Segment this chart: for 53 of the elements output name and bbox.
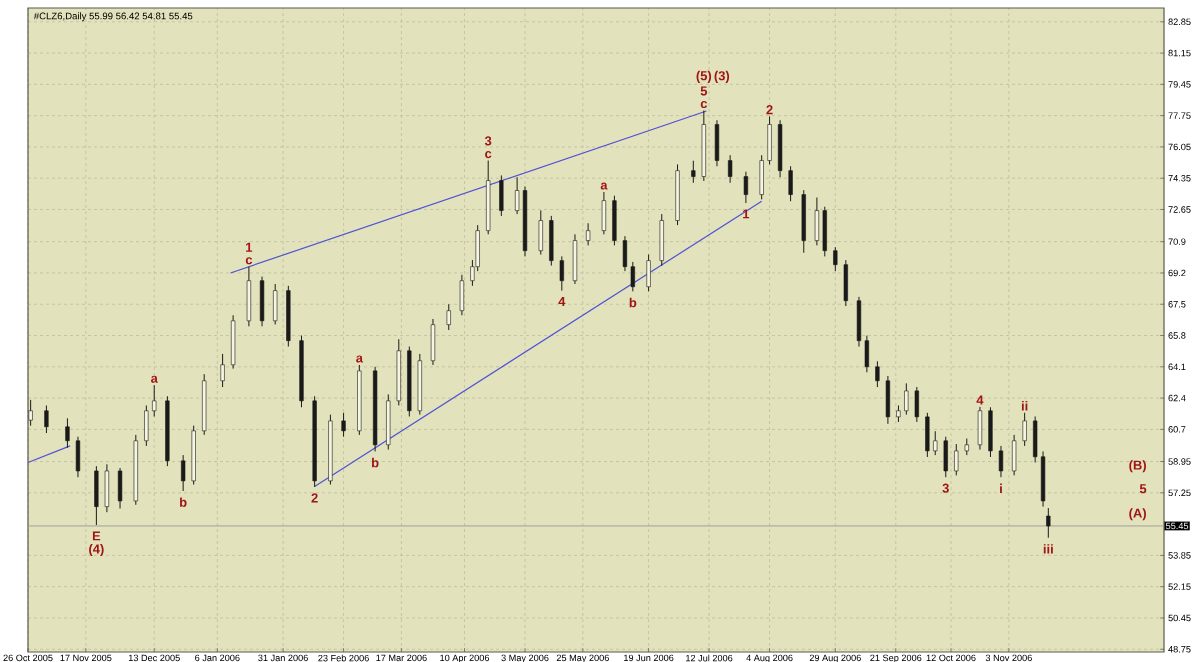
candlestick: [259, 276, 265, 327]
candlestick: [386, 393, 391, 451]
candlestick: [914, 386, 919, 423]
candlestick: [875, 360, 880, 388]
candlestick: [104, 463, 110, 513]
candlestick: [220, 353, 225, 388]
candlestick: [559, 255, 564, 292]
candlestick: [1011, 434, 1017, 476]
candlestick: [885, 375, 891, 425]
candlestick: [843, 259, 848, 307]
candlestick: [430, 318, 436, 366]
candlestick: [777, 119, 783, 178]
candlestick: [977, 406, 983, 451]
candlestick: [181, 454, 186, 492]
candlestick: [1046, 507, 1051, 539]
candlestick: [572, 233, 578, 285]
candlestick: [230, 314, 236, 370]
candlestick: [94, 465, 99, 526]
candlestick: [743, 171, 749, 204]
candlestick: [44, 404, 49, 434]
candlestick: [549, 215, 554, 267]
candlestick: [446, 303, 451, 331]
candlestick: [943, 436, 948, 478]
candlestick: [822, 206, 827, 257]
candlestick: [714, 119, 720, 167]
candlestick: [585, 222, 591, 246]
candlestick: [601, 191, 607, 235]
candlestick: [925, 412, 930, 458]
candlestick: [1022, 412, 1027, 447]
candlestick: [246, 266, 252, 327]
candlestick: [833, 246, 838, 272]
candlestick: [538, 209, 543, 256]
candlestick: [273, 283, 278, 325]
candlestick: [612, 195, 617, 246]
candlestick: [727, 154, 733, 184]
candlestick: [659, 213, 664, 267]
candlestick: [341, 412, 346, 438]
candlestick: [788, 165, 793, 202]
candlestick: [65, 417, 70, 449]
candlestick: [998, 445, 1004, 478]
candlestick: [75, 436, 81, 478]
candlestick: [117, 467, 123, 509]
candlestick: [646, 254, 651, 292]
candlestick: [954, 443, 959, 476]
candlestick: [814, 197, 820, 246]
candlestick: [28, 399, 33, 427]
candlestick: [801, 189, 806, 254]
candlestick: [459, 274, 465, 316]
candlestick: [691, 160, 696, 184]
candlestick: [988, 406, 993, 458]
candlestick: [499, 174, 504, 217]
candlestick: [144, 404, 149, 447]
candlestick: [904, 382, 909, 416]
